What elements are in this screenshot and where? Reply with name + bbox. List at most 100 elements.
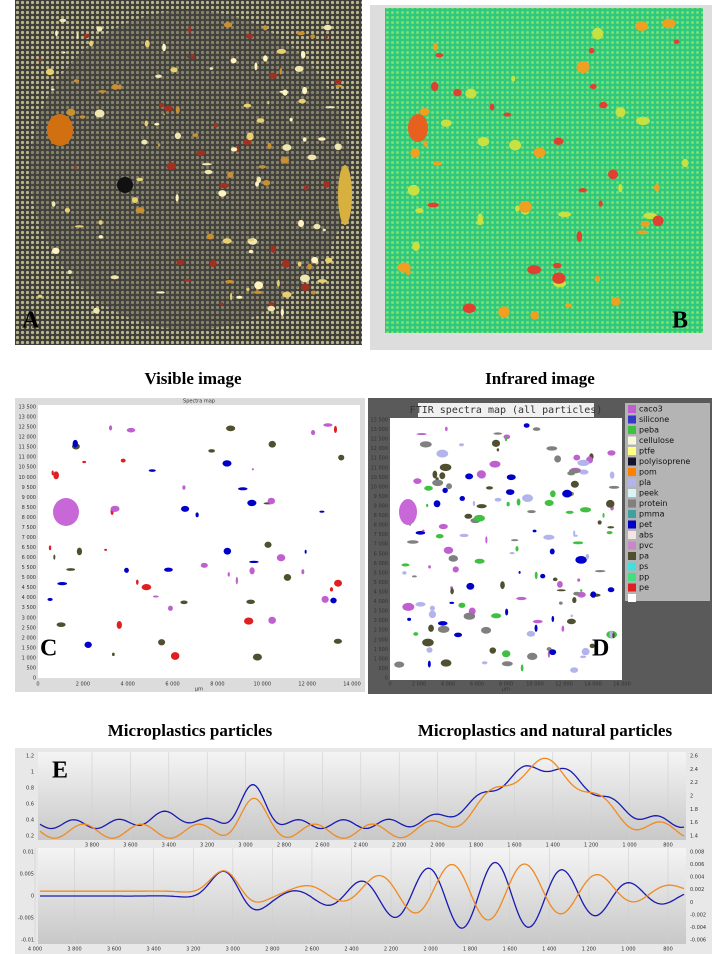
y-tick-label: 0.2 xyxy=(26,834,34,840)
infrared-image xyxy=(385,8,703,333)
x-tick-label: 2 600 xyxy=(305,947,319,953)
particle xyxy=(262,179,271,186)
spectra-top-plot xyxy=(38,752,686,840)
particle xyxy=(510,539,519,542)
particle xyxy=(62,51,66,54)
y-tick-label: 0 xyxy=(385,676,388,682)
x-tick-label: 800 xyxy=(663,843,673,849)
particle xyxy=(549,548,555,555)
particle xyxy=(325,35,328,39)
panel-letter: A xyxy=(22,308,40,334)
x-tick-label: 2 000 xyxy=(412,682,426,688)
particle xyxy=(76,547,83,556)
particle xyxy=(408,114,428,142)
particle xyxy=(227,171,234,178)
particle xyxy=(155,74,162,78)
particle xyxy=(235,576,238,585)
y-tick-label: 2 500 xyxy=(22,625,36,631)
particle xyxy=(334,143,342,151)
y2-tick-label: 0.008 xyxy=(690,850,704,856)
legend-label: pla xyxy=(639,478,651,487)
particle xyxy=(438,523,448,530)
particle xyxy=(282,291,292,298)
particle xyxy=(577,578,581,582)
y2-tick-label: 1.8 xyxy=(690,807,698,813)
particle xyxy=(585,553,590,560)
particle xyxy=(37,58,43,61)
x-tick-label: 3 000 xyxy=(226,947,240,953)
particle xyxy=(302,86,308,95)
particle xyxy=(196,150,206,156)
y-tick-label: 8 500 xyxy=(374,513,388,519)
particle xyxy=(439,472,446,480)
legend-swatch xyxy=(628,531,636,539)
particle xyxy=(163,113,166,116)
particle xyxy=(200,562,208,568)
particle xyxy=(505,489,515,495)
particle xyxy=(201,162,212,166)
particle xyxy=(206,233,214,240)
particle xyxy=(280,156,289,164)
particle xyxy=(281,260,290,268)
particle xyxy=(426,503,429,508)
x-tick-label: 12 000 xyxy=(555,682,573,688)
x-tick-label: 2 400 xyxy=(354,843,368,849)
particle xyxy=(325,257,333,264)
particle xyxy=(256,176,262,184)
caption: Visible image xyxy=(144,369,242,388)
y2-tick-label: -0.002 xyxy=(690,912,706,918)
particle xyxy=(580,589,583,592)
particle xyxy=(263,55,268,62)
particle xyxy=(263,25,268,31)
x-tick-label: 4 000 xyxy=(121,682,135,688)
y2-tick-label: -0.004 xyxy=(690,925,706,931)
particle xyxy=(163,105,174,112)
caption: Microplastics and natural particles xyxy=(418,721,673,740)
particle xyxy=(51,201,56,207)
y-tick-label: 0 xyxy=(33,676,36,682)
particle xyxy=(175,194,179,202)
particle xyxy=(450,587,454,595)
particle xyxy=(249,560,259,564)
particle xyxy=(511,75,516,82)
y-tick-label: 4 500 xyxy=(22,585,36,591)
particle xyxy=(426,647,433,653)
particle xyxy=(79,115,86,119)
particle xyxy=(141,584,152,591)
x-tick-label: 4 000 xyxy=(441,682,455,688)
particle xyxy=(556,581,563,588)
particle xyxy=(267,142,272,150)
particle xyxy=(313,223,321,230)
particle xyxy=(504,436,508,442)
particle xyxy=(213,123,219,128)
particle xyxy=(246,599,255,604)
particle xyxy=(565,510,574,514)
legend-label: pp xyxy=(639,573,649,582)
legend-swatch xyxy=(628,415,636,424)
legend-label: polyisoprene xyxy=(639,457,690,466)
legend-label: pmma xyxy=(639,510,665,519)
legend-box xyxy=(625,403,710,601)
particle xyxy=(440,119,452,127)
particle xyxy=(437,625,450,633)
particle xyxy=(401,563,410,567)
particle xyxy=(296,31,305,36)
x-tick-label: 3 000 xyxy=(238,843,252,849)
y2-tick-label: 2 xyxy=(690,794,693,800)
panel-letter: E xyxy=(52,758,68,784)
particle xyxy=(208,449,215,453)
particle xyxy=(552,577,558,582)
legend-swatch xyxy=(628,562,636,571)
y-tick-label: 3 500 xyxy=(22,605,36,611)
particle xyxy=(253,290,263,294)
particle xyxy=(82,460,87,464)
particle xyxy=(442,487,448,494)
particle xyxy=(612,632,615,639)
particle xyxy=(183,278,192,282)
y-tick-label: 6 500 xyxy=(374,551,388,557)
particle xyxy=(53,471,59,480)
legend-swatch xyxy=(628,405,636,413)
particle xyxy=(294,65,304,72)
particle xyxy=(66,568,76,571)
